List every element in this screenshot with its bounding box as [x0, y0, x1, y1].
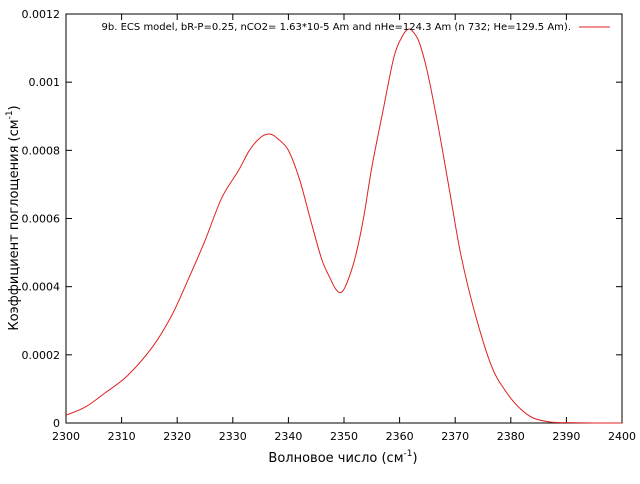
series-layer — [66, 29, 622, 423]
x-tick-label: 2400 — [608, 430, 636, 443]
x-tick-label: 2330 — [219, 430, 247, 443]
x-axis-label: Волновое число (см-1) — [268, 449, 417, 466]
x-tick-label: 2320 — [163, 430, 191, 443]
legend: 9b. ECS model, bR-P=0.25, nCO2= 1.63*10-… — [102, 22, 610, 33]
x-tick-label: 2310 — [108, 430, 136, 443]
y-tick-label: 0.001 — [29, 76, 61, 89]
x-tick-label: 2380 — [497, 430, 525, 443]
series-line — [66, 29, 622, 423]
y-tick-label: 0 — [53, 417, 60, 430]
x-tick-label: 2370 — [441, 430, 469, 443]
y-tick-label: 0.0008 — [22, 144, 61, 157]
y-tick-label: 0.0006 — [22, 213, 61, 226]
x-tick-label: 2340 — [274, 430, 302, 443]
legend-label: 9b. ECS model, bR-P=0.25, nCO2= 1.63*10-… — [102, 22, 571, 33]
x-tick-label: 2390 — [552, 430, 580, 443]
x-tick-label: 2360 — [386, 430, 414, 443]
y-axis-label: Коэффициент поглощения (см-1) — [5, 105, 22, 330]
x-tick-label: 2300 — [52, 430, 80, 443]
x-tick-label: 2350 — [330, 430, 358, 443]
axes-layer — [66, 14, 622, 423]
y-tick-label: 0.0012 — [22, 8, 61, 21]
y-tick-label: 0.0002 — [22, 349, 61, 362]
ticks-layer: 2300 2310 2320 2330 2340 2350 2360 2370 2380 2390… — [22, 8, 637, 443]
plot-frame — [66, 14, 622, 423]
y-tick-label: 0.0004 — [22, 281, 61, 294]
